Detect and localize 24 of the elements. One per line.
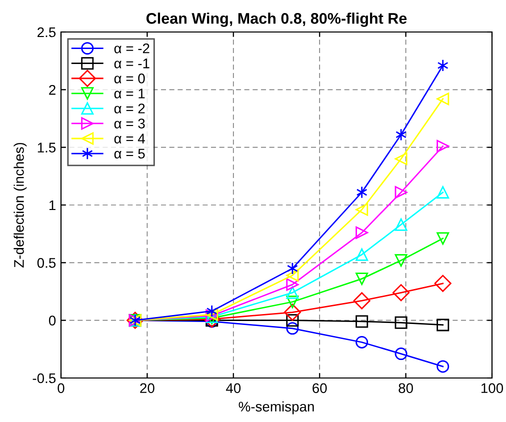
legend-label: α = 2 <box>114 104 145 114</box>
legend-label: α = 0 <box>114 74 145 84</box>
legend-label: α = 1 <box>114 88 145 98</box>
y-tick-label: -0.5 <box>32 373 56 384</box>
y-tick-label: 0 <box>48 316 56 326</box>
x-tick-label: 100 <box>481 383 504 394</box>
y-tick-label: 0.5 <box>37 258 56 268</box>
x-axis-title: %-semispan <box>238 401 314 414</box>
x-tick-label: 20 <box>140 383 154 394</box>
x-tick-label: 40 <box>226 383 241 394</box>
x-tick-label: 80 <box>398 383 413 394</box>
y-tick-label: 2.5 <box>38 27 56 38</box>
legend-label: α = 4 <box>114 134 145 144</box>
legend-label: α = 3 <box>114 118 145 128</box>
y-axis-title: Z-deflection (inches) <box>14 142 27 268</box>
x-tick-label: 60 <box>312 383 327 394</box>
legend-label: α = -2 <box>114 43 150 54</box>
x-tick-label: 0 <box>58 383 64 394</box>
chart-title: Clean Wing, Mach 0.8, 80%-flight Re <box>146 12 407 27</box>
y-tick-label: 2 <box>49 85 56 95</box>
y-tick-label: 1.5 <box>38 142 56 153</box>
y-tick-label: 1 <box>49 200 56 210</box>
legend-label: α = 5 <box>114 148 145 159</box>
legend-label: α = -1 <box>114 58 150 68</box>
